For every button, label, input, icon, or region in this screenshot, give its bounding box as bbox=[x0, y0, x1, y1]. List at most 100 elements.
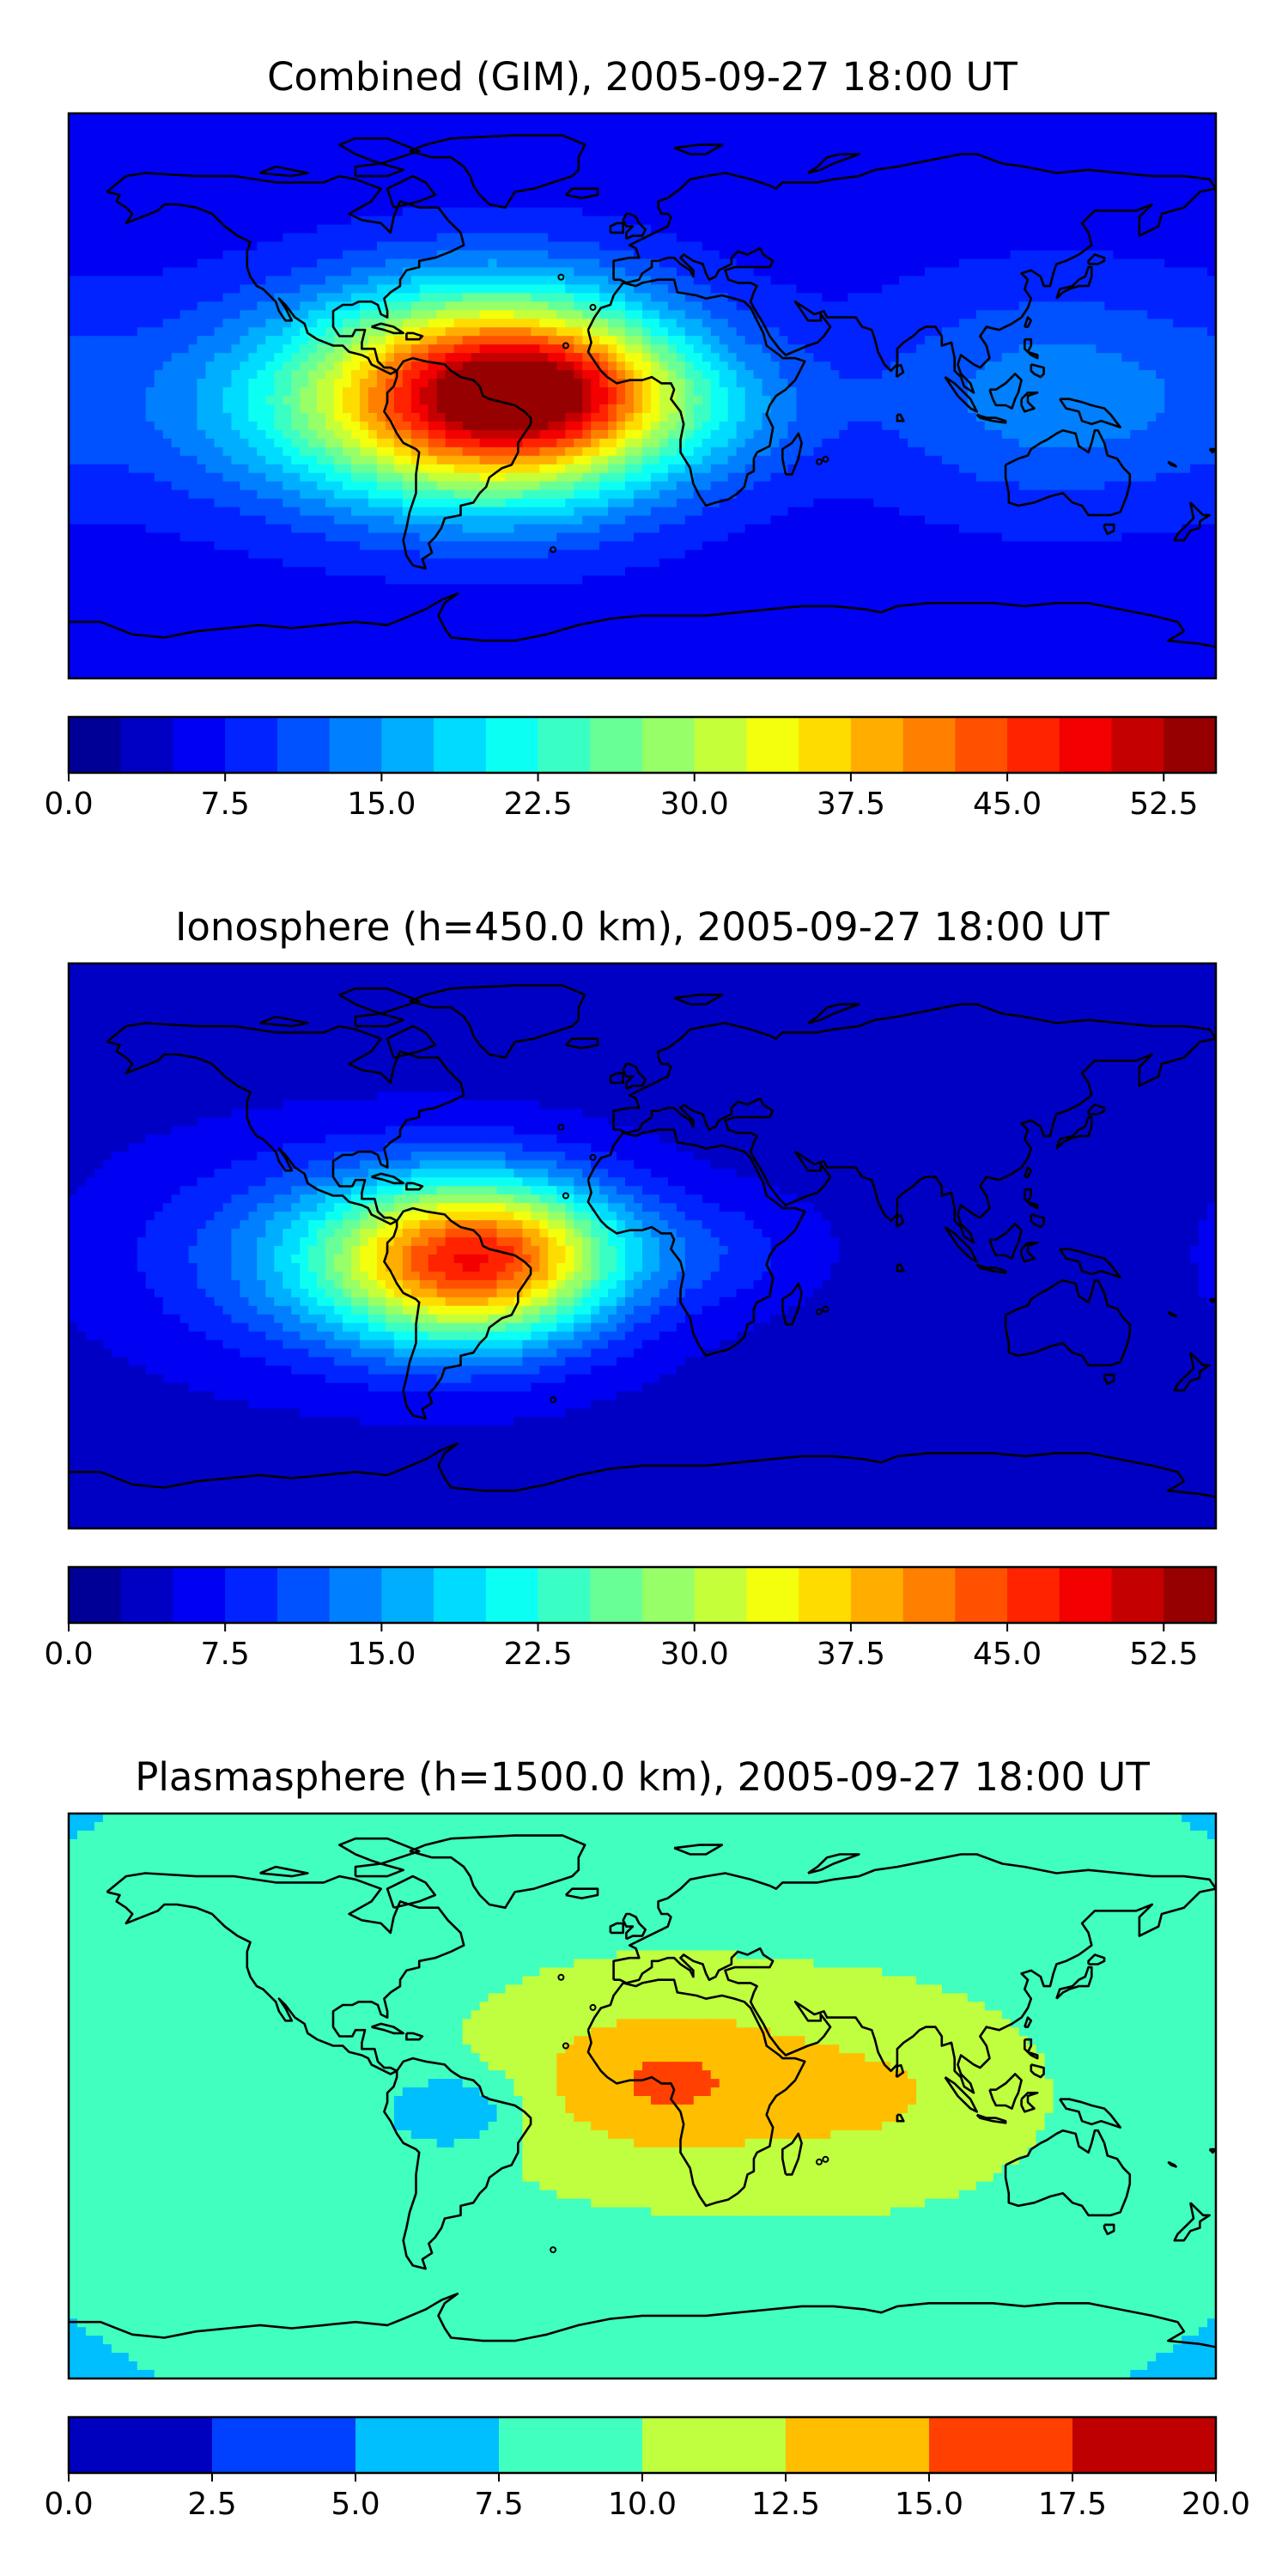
heat-cell bbox=[925, 344, 934, 354]
heat-cell bbox=[274, 155, 283, 166]
heat-cell bbox=[1070, 421, 1080, 431]
heat-cell bbox=[865, 267, 874, 277]
heat-cell bbox=[941, 224, 951, 234]
heat-cell bbox=[1190, 207, 1200, 217]
heat-cell bbox=[650, 207, 660, 217]
heat-cell bbox=[608, 173, 617, 183]
heat-cell bbox=[171, 147, 181, 157]
heat-cell bbox=[719, 396, 729, 405]
heat-cell bbox=[496, 387, 507, 397]
heat-cell bbox=[488, 138, 498, 149]
heat-cell bbox=[1130, 216, 1139, 226]
heat-cell bbox=[813, 310, 823, 319]
heat-cell bbox=[522, 344, 532, 354]
heat-cell bbox=[787, 387, 798, 397]
heat-cell bbox=[659, 293, 669, 302]
heat-cell bbox=[393, 130, 404, 140]
heat-cell bbox=[393, 216, 404, 226]
heat-cell bbox=[822, 404, 831, 414]
heat-cell bbox=[753, 258, 763, 269]
heat-cell bbox=[565, 250, 574, 260]
heat-cell bbox=[702, 155, 712, 166]
heat-cell bbox=[958, 130, 969, 140]
heat-cell bbox=[1199, 404, 1208, 414]
heat-cell bbox=[591, 387, 600, 397]
heat-cell bbox=[565, 130, 574, 140]
heat-cell bbox=[659, 370, 669, 380]
heat-cell bbox=[1053, 336, 1063, 345]
heat-cell bbox=[1001, 216, 1012, 226]
heat-cell bbox=[796, 121, 806, 131]
heat-cell bbox=[410, 216, 421, 226]
heat-cell bbox=[419, 173, 429, 183]
heat-cell bbox=[488, 181, 498, 191]
heat-cell bbox=[839, 164, 848, 174]
heat-cell bbox=[882, 155, 891, 166]
heat-cell bbox=[1104, 164, 1114, 174]
heat-cell bbox=[890, 327, 900, 337]
heat-cell bbox=[1010, 421, 1020, 431]
heat-cell bbox=[445, 310, 455, 319]
heat-cell bbox=[1096, 276, 1105, 285]
heat-cell bbox=[162, 379, 173, 388]
heat-cell bbox=[102, 207, 112, 217]
heat-cell bbox=[162, 344, 173, 354]
heat-cell bbox=[693, 310, 703, 319]
heat-cell bbox=[128, 233, 138, 243]
heat-cell bbox=[667, 370, 677, 380]
heat-cell bbox=[453, 113, 464, 123]
heat-cell bbox=[744, 336, 755, 345]
heat-cell bbox=[1113, 361, 1122, 371]
heat-cell bbox=[830, 396, 840, 405]
heat-cell bbox=[85, 344, 95, 354]
heat-cell bbox=[882, 138, 891, 149]
heat-cell bbox=[205, 421, 216, 431]
heat-cell bbox=[608, 412, 617, 422]
heat-cell bbox=[522, 190, 532, 200]
heat-cell bbox=[317, 267, 326, 277]
heat-cell bbox=[488, 284, 498, 294]
heat-cell bbox=[154, 370, 164, 380]
heat-cell bbox=[283, 310, 292, 319]
heat-cell bbox=[984, 344, 994, 354]
heat-cell bbox=[865, 155, 874, 166]
heat-cell bbox=[975, 396, 986, 405]
heat-cell bbox=[693, 344, 703, 354]
heat-cell bbox=[805, 404, 814, 414]
heat-cell bbox=[941, 241, 951, 252]
heat-cell bbox=[1070, 387, 1080, 397]
heat-cell bbox=[916, 396, 926, 405]
heat-cell bbox=[548, 250, 557, 260]
heat-cell bbox=[248, 387, 258, 397]
heat-cell bbox=[899, 121, 908, 131]
heat-cell bbox=[317, 353, 326, 362]
heat-cell bbox=[702, 421, 712, 431]
heat-cell bbox=[1061, 310, 1072, 319]
heat-cell bbox=[865, 233, 874, 243]
heat-cell bbox=[145, 336, 155, 345]
heat-cell bbox=[274, 138, 283, 149]
heat-cell bbox=[214, 336, 224, 345]
heat-cell bbox=[984, 164, 994, 174]
heat-cell bbox=[119, 361, 130, 371]
heat-cell bbox=[1130, 293, 1139, 302]
heat-cell bbox=[1207, 276, 1216, 285]
heat-cell bbox=[428, 155, 438, 166]
heat-cell bbox=[890, 130, 900, 140]
heat-cell bbox=[1130, 258, 1139, 269]
heat-cell bbox=[591, 396, 600, 405]
heat-cell bbox=[1207, 155, 1216, 166]
heat-cell bbox=[1156, 173, 1165, 183]
heat-cell bbox=[642, 353, 652, 362]
heat-cell bbox=[283, 233, 292, 243]
heat-cell bbox=[436, 233, 447, 243]
heat-cell bbox=[805, 387, 814, 397]
heat-cell bbox=[257, 241, 266, 252]
heat-cell bbox=[471, 233, 481, 243]
heat-cell bbox=[779, 293, 789, 302]
heat-cell bbox=[334, 404, 343, 414]
heat-cell bbox=[1010, 113, 1020, 123]
heat-cell bbox=[1001, 155, 1012, 166]
heat-cell bbox=[1001, 319, 1012, 328]
heat-cell bbox=[334, 429, 343, 440]
